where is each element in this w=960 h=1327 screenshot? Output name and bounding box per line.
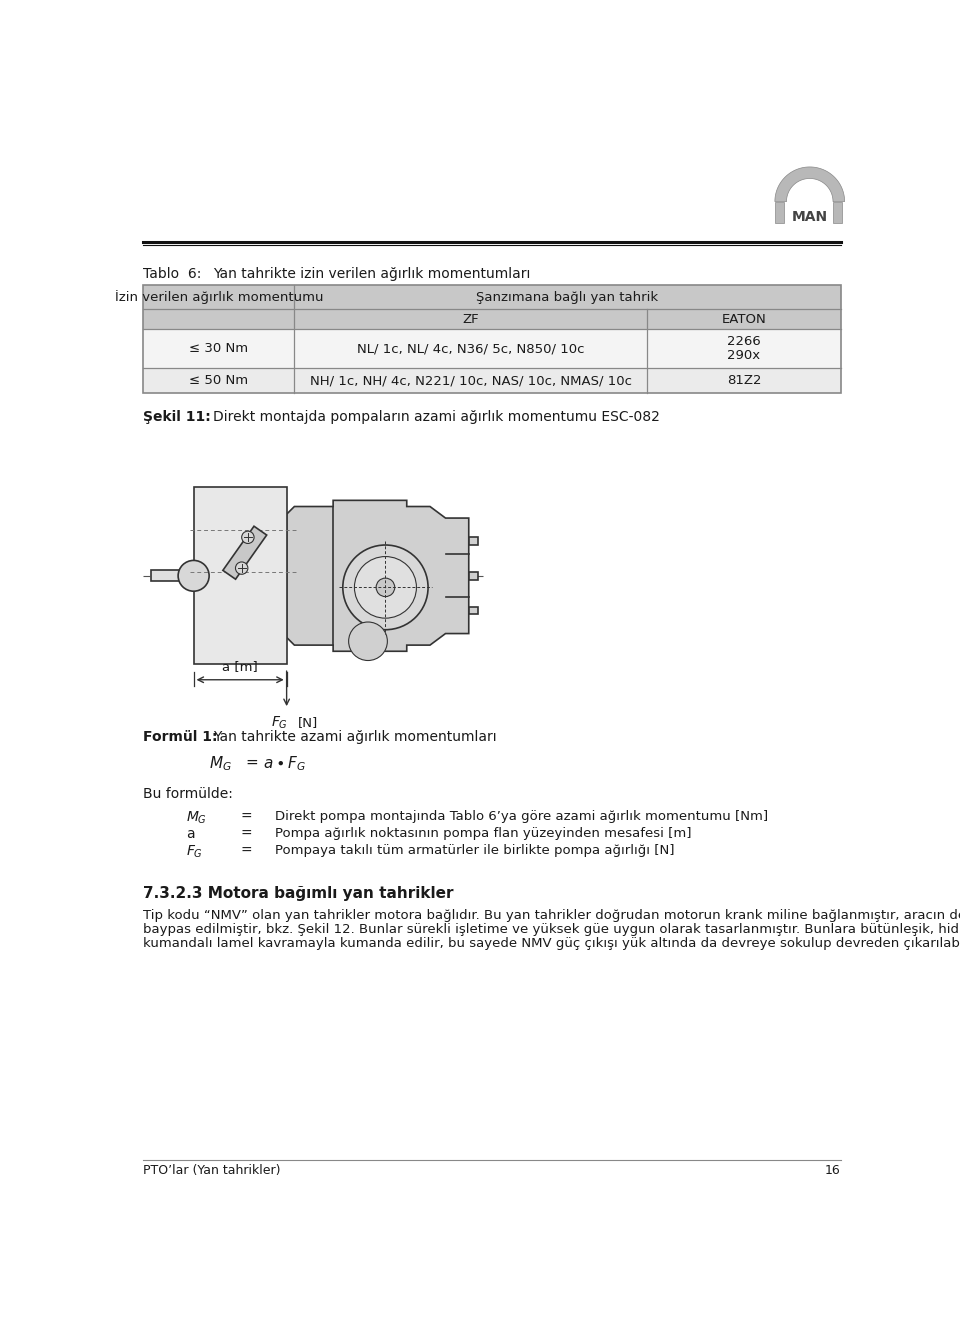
Bar [468, 537, 478, 545]
Bar [295, 285, 841, 309]
Text: ≤ 30 Nm: ≤ 30 Nm [189, 342, 249, 356]
Text: Bu formülde:: Bu formülde: [143, 787, 233, 800]
Bar [223, 527, 267, 579]
Bar [775, 202, 784, 223]
Text: Şanzımana bağlı yan tahrik: Şanzımana bağlı yan tahrik [476, 291, 659, 304]
Text: EATON: EATON [722, 313, 766, 326]
Circle shape [343, 545, 428, 630]
Bar [143, 285, 295, 309]
Circle shape [354, 556, 417, 618]
Bar [647, 368, 841, 393]
Text: a: a [186, 827, 195, 841]
Bar [295, 309, 647, 329]
Text: 7.3.2.3 Motora bağımlı yan tahrikler: 7.3.2.3 Motora bağımlı yan tahrikler [143, 886, 454, 901]
Circle shape [348, 622, 388, 661]
Text: $M_G$: $M_G$ [186, 809, 207, 827]
Bar [647, 309, 841, 329]
Text: 2266: 2266 [727, 336, 760, 348]
Text: Pompa ağırlık noktasının pompa flan yüzeyinden mesafesi [m]: Pompa ağırlık noktasının pompa flan yüze… [275, 827, 691, 840]
Text: Yan tahrikte azami ağırlık momentumları: Yan tahrikte azami ağırlık momentumları [213, 730, 496, 744]
Text: Direkt montajda pompaların azami ağırlık momentumu ESC-082: Direkt montajda pompaların azami ağırlık… [213, 410, 660, 425]
Text: NH/ 1c, NH/ 4c, N221/ 10c, NAS/ 10c, NMAS/ 10c: NH/ 1c, NH/ 4c, N221/ 10c, NAS/ 10c, NMA… [310, 374, 632, 387]
Text: a [m]: a [m] [223, 660, 258, 673]
Circle shape [235, 561, 248, 575]
Bar [143, 309, 295, 329]
Text: ≤ 50 Nm: ≤ 50 Nm [189, 374, 249, 387]
Text: baypas edilmiştir, bkz. Şekil 12. Bunlar sürekli işletime ve yüksek güe uygun ol: baypas edilmiştir, bkz. Şekil 12. Bunlar… [143, 924, 960, 936]
Text: =: = [240, 844, 252, 857]
Bar [468, 572, 478, 580]
Bar [295, 368, 647, 393]
Text: PTO’lar (Yan tahrikler): PTO’lar (Yan tahrikler) [143, 1164, 280, 1177]
Text: Tablo  6:: Tablo 6: [143, 267, 202, 281]
Circle shape [242, 531, 254, 544]
Circle shape [179, 560, 209, 592]
Text: 290x: 290x [728, 349, 760, 362]
Bar [143, 329, 295, 368]
Text: [N]: [N] [299, 717, 319, 730]
Text: ZF: ZF [463, 313, 479, 326]
Text: 81Z2: 81Z2 [727, 374, 761, 387]
Bar [468, 606, 478, 614]
Text: Pompaya takılı tüm armatürler ile birlikte pompa ağırlığı [N]: Pompaya takılı tüm armatürler ile birlik… [275, 844, 675, 857]
Text: Tip kodu “NMV” olan yan tahrikler motora bağlıdır. Bu yan tahrikler doğrudan mot: Tip kodu “NMV” olan yan tahrikler motora… [143, 909, 960, 922]
Text: $F_G$: $F_G$ [186, 844, 203, 860]
Bar [295, 329, 647, 368]
Text: =: = [240, 827, 252, 841]
Text: =: = [246, 755, 258, 770]
Text: =: = [240, 809, 252, 824]
Bar [833, 202, 842, 223]
Text: Yan tahrikte izin verilen ağırlık momentumları: Yan tahrikte izin verilen ağırlık moment… [213, 267, 530, 281]
Text: 16: 16 [825, 1164, 841, 1177]
Text: Formül 1:: Formül 1: [143, 730, 218, 744]
Bar [151, 571, 194, 581]
Text: İzin verilen ağırlık momentumu: İzin verilen ağırlık momentumu [114, 291, 324, 304]
Bar [784, 202, 786, 223]
Text: Direkt pompa montajında Tablo 6’ya göre azami ağırlık momentumu [Nm]: Direkt pompa montajında Tablo 6’ya göre … [275, 809, 768, 823]
Polygon shape [287, 500, 468, 652]
Bar [143, 285, 841, 393]
Text: NL/ 1c, NL/ 4c, N36/ 5c, N850/ 10c: NL/ 1c, NL/ 4c, N36/ 5c, N850/ 10c [357, 342, 585, 356]
Text: $M_G$: $M_G$ [209, 755, 232, 774]
Polygon shape [775, 167, 845, 202]
Text: $F_G$: $F_G$ [271, 715, 288, 731]
Text: kumandalı lamel kavramayla kumanda edilir, bu sayede NMV güç çıkışı yük altında : kumandalı lamel kavramayla kumanda edili… [143, 937, 960, 950]
Bar [143, 368, 295, 393]
Text: MAN: MAN [792, 210, 828, 224]
Bar [647, 329, 841, 368]
Text: $a \bullet F_G$: $a \bullet F_G$ [263, 755, 306, 774]
Bar [194, 487, 287, 665]
Circle shape [376, 579, 395, 597]
Text: Şekil 11:: Şekil 11: [143, 410, 211, 425]
